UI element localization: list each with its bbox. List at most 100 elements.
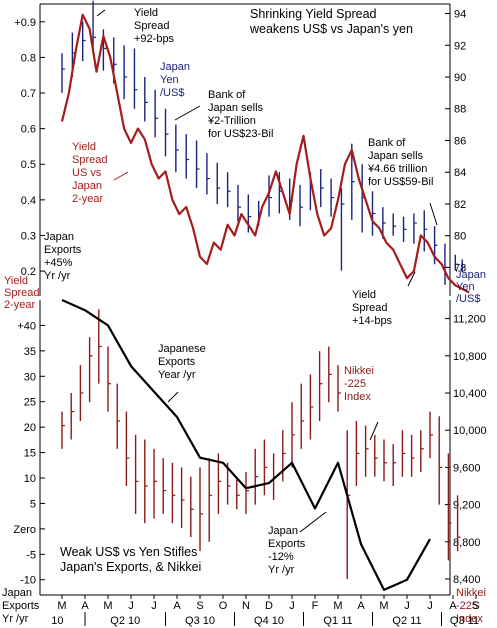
month-label: D — [265, 600, 273, 612]
quarter-label: Q2 11 — [392, 615, 421, 627]
annotation-exports-trough-line-2: Exports — [268, 538, 306, 550]
annotation-yen-label-line-2: Yen — [160, 74, 179, 86]
yield-spread-line — [60, 13, 470, 294]
month-label: A — [81, 600, 89, 612]
annotation-exports-trough-line-1: Japan — [268, 525, 298, 537]
month-label: M — [57, 600, 66, 612]
top-right-tick-label: 82 — [454, 199, 466, 211]
top-right-tick-label: 92 — [454, 40, 466, 52]
quarter-label: Q3 11 — [450, 615, 479, 627]
top-right-tick-label: 80 — [454, 231, 466, 243]
annotation-exports-label-line-2: Exports — [158, 356, 196, 368]
yield-spread-label-arrow — [113, 171, 129, 181]
month-label: S — [472, 600, 479, 612]
bottom-left-axis-title-line-2: Exports — [2, 600, 40, 612]
annotation-nikkei-label-line-3: Index — [344, 391, 371, 403]
annotation-boj-2t-line-1: Bank of — [208, 89, 246, 101]
annotation-exports-trough-line-3: -12% — [268, 551, 294, 563]
quarter-label: Q4 10 — [254, 615, 284, 627]
bottom-right-tick-label: 8,400 — [453, 574, 481, 586]
bottom-right-axis-title-line-1: Nikkei — [456, 587, 486, 599]
bottom-left-tick-label: 35 — [24, 346, 36, 358]
bottom-chart-title-line-1: Weak US$ vs Yen Stifles — [60, 545, 197, 559]
quarter-label: Q1 11 — [323, 615, 352, 627]
exports-label-arrow — [167, 391, 179, 403]
annotation-yen-label-line-1: Japan — [160, 61, 190, 73]
top-left-tick-label: 0.6 — [21, 124, 36, 136]
bottom-left-axis-title-line-3: Yr /yr — [2, 613, 29, 625]
annotation-yield-peak-line-1: Yield — [134, 7, 158, 19]
annotation-boj-2t-line-4: for US$23-Bil — [208, 128, 273, 140]
top-left-axis-title-line-3: 2-year — [4, 299, 36, 311]
month-label: M — [379, 600, 388, 612]
month-label: F — [312, 600, 319, 612]
bottom-right-axis-title-line-3: Index — [456, 613, 483, 625]
annotation-boj-4t-line-4: for US$59-Bil — [368, 176, 433, 188]
top-right-tick-label: 86 — [454, 135, 466, 147]
top-chart-title-line-2: weakens US$ vs Japan's yen — [249, 22, 413, 36]
annotation-exports-peak-line-4: Yr /yr — [44, 270, 71, 282]
month-label: O — [219, 600, 228, 612]
annotation-yield-spread-label-line-5: 2-year — [72, 193, 104, 205]
boj-2t-arrow — [174, 105, 201, 121]
annotation-yield-trough-line-3: +14-bps — [352, 315, 393, 327]
top-left-tick-label: 0.3 — [21, 230, 36, 242]
top-left-tick-label: 0.7 — [21, 88, 36, 100]
top-left-tick-label: 0.2 — [21, 266, 36, 278]
japan-exports-line — [61, 298, 431, 591]
bottom-right-axis-title-line-2: -225 — [456, 600, 478, 612]
month-label: A — [173, 600, 181, 612]
top-left-axis-title-line-1: Yield — [4, 275, 28, 287]
annotation-yield-trough-line-1: Yield — [352, 289, 376, 301]
bottom-chart-title: Weak US$ vs Yen Stifles Japan's Exports,… — [60, 545, 201, 574]
yield-spread-trough-arrow — [407, 271, 416, 287]
annotation-yield-spread-label-line-3: US vs — [72, 167, 102, 179]
annotation-yield-peak-line-2: Spread — [134, 20, 169, 32]
top-right-axis-title-line-3: /US$ — [456, 293, 480, 305]
annotation-exports-label-line-3: Year /yr — [158, 369, 196, 381]
annotation-nikkei-label-line-1: Nikkei — [344, 365, 374, 377]
bottom-right-tick-label: 11,200 — [453, 314, 486, 326]
annotation-yield-spread-label-line-4: Japan — [72, 180, 102, 192]
bottom-left-tick-label: 30 — [24, 371, 36, 383]
quarter-label: Q2 10 — [110, 615, 140, 627]
bottom-left-tick-label: 10 — [24, 473, 36, 485]
yield-spread-peak-arrow — [96, 9, 106, 17]
annotation-boj-4t-line-2: Japan sells — [368, 150, 424, 162]
month-label: J — [289, 600, 295, 612]
top-left-tick-label: 0.5 — [21, 159, 36, 171]
month-label: N — [242, 600, 250, 612]
top-right-axis-title-line-1: Japan — [456, 269, 486, 281]
top-right-tick-label: 84 — [454, 167, 466, 179]
chart-marks: 0.2 0.3 0.4 0.5 0.6 0.7 0.8 +0.9 78 80 82 84 86 88 90 9… — [2, 0, 487, 627]
annotation-exports-trough-line-4: Yr /yr — [268, 564, 295, 576]
top-chart-title: Shrinking Yield Spread weakens US$ vs Ja… — [249, 7, 413, 36]
annotation-nikkei-label-line-2: -225 — [344, 378, 366, 390]
bottom-left-axis-title-line-1: Japan — [2, 587, 32, 599]
annotation-boj-4t-line-3: ¥4.66 trillion — [367, 163, 427, 175]
quarter-label: Q3 10 — [185, 615, 215, 627]
annotation-boj-2t-line-2: Japan sells — [208, 102, 264, 114]
month-label: J — [128, 600, 134, 612]
bottom-left-tick-label: +40 — [17, 320, 36, 332]
annotation-exports-label-line-1: Japanese — [158, 343, 206, 355]
boj-4t-arrow — [429, 202, 438, 226]
top-chart-title-line-1: Shrinking Yield Spread — [250, 7, 377, 21]
bottom-left-tick-label: 20 — [24, 422, 36, 434]
month-label: J — [427, 600, 433, 612]
month-label: J — [151, 600, 157, 612]
bottom-right-tick-label: 9,200 — [453, 500, 481, 512]
bottom-left-tick-label: 25 — [24, 397, 36, 409]
quarter-label: 10 — [51, 615, 63, 627]
annotation-yen-label-line-3: /US$ — [160, 87, 184, 99]
top-left-tick-label: 0.4 — [21, 195, 36, 207]
top-left-tick-label: +0.9 — [14, 17, 36, 29]
annotation-yield-trough-line-2: Spread — [352, 302, 387, 314]
bottom-right-tick-label: 9,600 — [453, 462, 481, 474]
annotation-exports-peak-line-1: Japan — [44, 231, 74, 243]
top-right-tick-label: 90 — [454, 72, 466, 84]
bottom-right-tick-label: 10,800 — [453, 351, 487, 363]
top-right-tick-label: 94 — [454, 9, 466, 21]
exports-trough-arrow — [299, 511, 327, 533]
